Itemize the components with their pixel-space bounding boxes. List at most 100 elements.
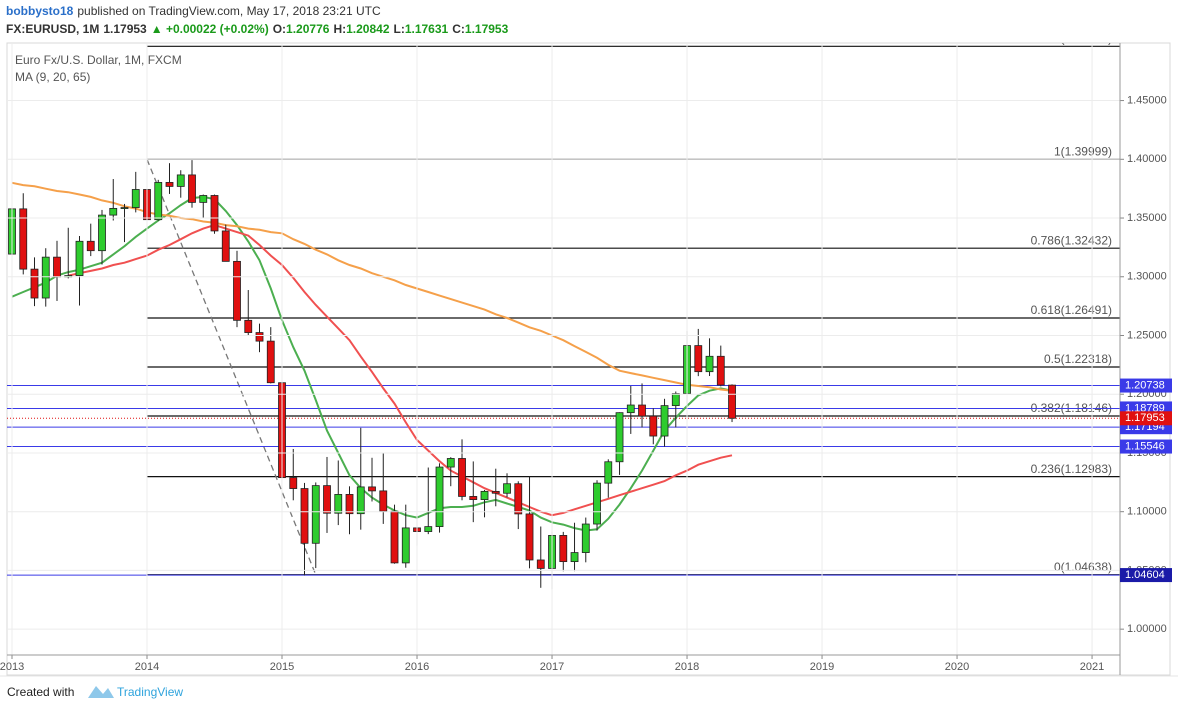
candle-body xyxy=(109,207,118,216)
candle-body xyxy=(716,355,725,386)
candle-body xyxy=(131,189,140,208)
candle-body xyxy=(188,174,196,203)
ohlc-value: 1.17953 xyxy=(465,22,509,36)
candle-body xyxy=(660,405,669,437)
candle-body xyxy=(604,461,613,484)
candle-body xyxy=(379,490,388,512)
author[interactable]: bobbysto18 xyxy=(6,4,74,18)
fib-label: 0.236(1.12983) xyxy=(1031,462,1112,476)
price-label: 1.20738 xyxy=(1125,379,1165,391)
candle-body xyxy=(525,513,534,561)
x-tick-label: 2016 xyxy=(405,661,429,673)
candle-body xyxy=(401,527,410,564)
candle-body xyxy=(638,404,646,417)
candle-body xyxy=(233,260,241,321)
candle-body xyxy=(120,207,129,209)
fib-label: 0.618(1.26491) xyxy=(1031,303,1112,317)
symbol: FX:EURUSD, 1M xyxy=(6,22,99,36)
candle-body xyxy=(435,466,444,528)
candle-body xyxy=(514,483,523,515)
candle-body xyxy=(86,240,95,252)
candle-body xyxy=(480,490,489,500)
x-tick-label: 2017 xyxy=(540,661,564,673)
candle-body xyxy=(626,404,635,414)
ohlc-label: O: xyxy=(273,22,286,36)
x-tick-label: 2014 xyxy=(135,661,159,673)
header-line: bobbysto18 published on TradingView.com, … xyxy=(6,4,381,18)
candle-body xyxy=(356,486,365,515)
candle-body xyxy=(244,319,253,333)
x-tick-label: 2021 xyxy=(1080,661,1104,673)
candle-body xyxy=(424,526,433,532)
x-tick-label: 2020 xyxy=(945,661,969,673)
price-label: 1.04604 xyxy=(1125,569,1165,581)
ohlc-label: L: xyxy=(394,22,405,36)
ohlc-value: 1.17631 xyxy=(405,22,449,36)
candle-body xyxy=(570,552,579,563)
candle-body xyxy=(334,494,343,514)
candle-body xyxy=(323,485,331,514)
y-tick-label: 1.00000 xyxy=(1127,623,1167,635)
y-tick-label: 1.10000 xyxy=(1127,506,1167,518)
footer-text: Created with xyxy=(7,685,74,699)
price-label-box xyxy=(1120,568,1172,583)
candle-body xyxy=(593,482,601,525)
fib-label: 1(1.39999) xyxy=(1054,144,1112,158)
x-tick-label: 2015 xyxy=(270,661,294,673)
candle-body xyxy=(30,268,39,299)
brand-icon xyxy=(88,686,114,698)
candle-body xyxy=(221,230,230,262)
candle-body xyxy=(311,485,320,544)
candle-body xyxy=(694,345,703,373)
candle-body xyxy=(176,174,185,187)
candle-body xyxy=(255,332,264,342)
candle-body xyxy=(559,535,568,563)
candle-body xyxy=(41,256,50,299)
candle-body xyxy=(266,340,275,384)
brand[interactable]: TradingView xyxy=(117,685,183,699)
candle-body xyxy=(536,559,545,569)
candle-body xyxy=(705,355,714,373)
candle-body xyxy=(345,494,354,515)
y-tick-label: 1.45000 xyxy=(1127,94,1167,106)
change: ▲ +0.00022 (+0.02%) xyxy=(151,22,269,36)
candle-body xyxy=(491,490,500,494)
fib-label: 0.5(1.22318) xyxy=(1044,352,1112,366)
fib-label: 0(1.04638) xyxy=(1054,560,1112,574)
fib-trend-line xyxy=(146,159,317,575)
candle-body xyxy=(98,214,106,252)
candle-body xyxy=(615,412,624,463)
candle-body xyxy=(503,483,511,494)
chart-title: Euro Fx/U.S. Dollar, 1M, FXCM xyxy=(15,53,182,67)
price-label-box xyxy=(1120,439,1172,454)
ohlc-value: 1.20776 xyxy=(286,22,330,36)
candle-body xyxy=(368,486,376,492)
candle-body xyxy=(165,182,174,187)
ohlc-value: 1.20842 xyxy=(346,22,390,36)
published: published on TradingView.com, May 17, 20… xyxy=(77,4,381,18)
indicator-legend: MA (9, 20, 65) xyxy=(15,70,90,84)
candle-body xyxy=(154,182,163,221)
candle-body xyxy=(289,477,298,489)
current-price-label: 1.17953 xyxy=(1125,412,1165,424)
candle-body xyxy=(199,195,208,203)
candle-body xyxy=(75,240,84,276)
candle-body xyxy=(728,384,736,419)
moving-average xyxy=(67,224,733,517)
candle-body xyxy=(581,523,590,553)
price-label: 1.15546 xyxy=(1125,440,1165,452)
y-tick-label: 1.25000 xyxy=(1127,329,1167,341)
frame xyxy=(6,42,1171,676)
candle-body xyxy=(53,256,61,278)
fib-label: 1.272(1.49617) xyxy=(1031,31,1112,45)
ohlc-label: H: xyxy=(333,22,346,36)
candle-body xyxy=(446,458,455,468)
last-price: 1.17953 xyxy=(103,22,147,36)
ohlc-label: C: xyxy=(452,22,465,36)
y-tick-label: 1.40000 xyxy=(1127,153,1167,165)
candle-body xyxy=(19,208,28,270)
candle-body xyxy=(649,415,658,437)
x-tick-label: 2019 xyxy=(810,661,834,673)
